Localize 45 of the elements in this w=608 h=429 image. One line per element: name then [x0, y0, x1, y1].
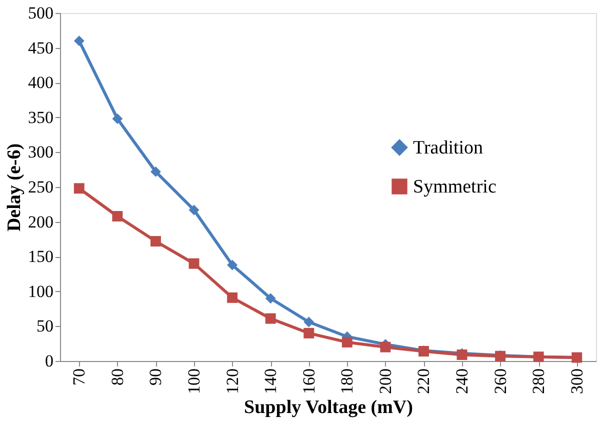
- y-tick-label: 350: [28, 108, 54, 127]
- y-tick-label: 250: [28, 178, 54, 196]
- x-tick-label: 120: [222, 368, 242, 394]
- x-tick-label: 160: [299, 368, 318, 394]
- y-tick-label: 450: [28, 38, 54, 58]
- x-axis-title: Supply Voltage (mV): [244, 397, 413, 418]
- y-tick-label: 400: [28, 73, 54, 92]
- point: [227, 260, 238, 270]
- x-tick-label: 260: [490, 368, 510, 394]
- point: [188, 204, 200, 216]
- point: [188, 258, 200, 269]
- point: [265, 293, 276, 304]
- x-tick-label: 70: [70, 368, 89, 386]
- x-tick-label: 100: [184, 368, 204, 394]
- y-tick-label: 50: [36, 316, 54, 336]
- point: [112, 114, 123, 124]
- point: [227, 292, 238, 303]
- x-tick-label: 80: [108, 368, 127, 386]
- point: [74, 36, 84, 46]
- point: [304, 328, 314, 338]
- y-tick-label: 300: [28, 142, 54, 162]
- x-tick-label: 240: [452, 368, 472, 394]
- y-axis-title: Delay (e-6): [4, 143, 25, 232]
- y-tick-label: 500: [28, 4, 54, 22]
- x-tick-label: 280: [529, 368, 548, 394]
- x-tick-label: 90: [146, 368, 166, 386]
- x-tick-label: 140: [261, 368, 280, 394]
- y-tick-label: 100: [28, 282, 54, 301]
- point: [380, 342, 391, 352]
- legend-label: Symmetric: [413, 176, 496, 198]
- x-tick-label: 180: [338, 368, 357, 394]
- x-tick-label: 300: [567, 368, 586, 394]
- point: [150, 236, 161, 247]
- legend-label: Tradition: [413, 138, 484, 158]
- x-tick-label: 200: [376, 368, 395, 394]
- point: [342, 336, 352, 348]
- point: [112, 210, 123, 222]
- x-tick-label: 220: [414, 368, 434, 394]
- point: [74, 183, 84, 194]
- point: [150, 166, 161, 177]
- y-tick-label: 200: [28, 212, 54, 232]
- point: [265, 313, 276, 324]
- y-tick-label: 150: [28, 247, 54, 266]
- point: [304, 316, 314, 328]
- y-tick-label: 0: [45, 352, 54, 370]
